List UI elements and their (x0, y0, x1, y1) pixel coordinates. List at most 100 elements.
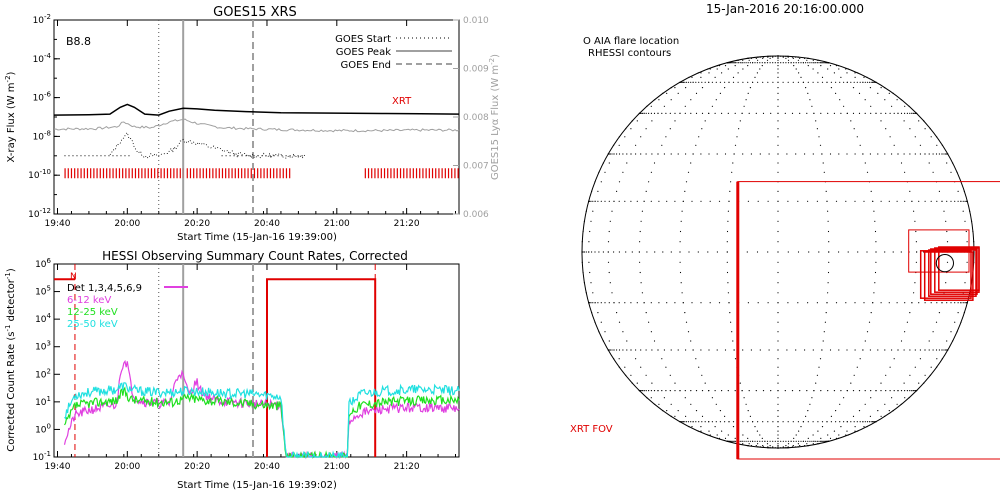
longitude-grid-dot (750, 57, 753, 60)
latitude-grid-dot (904, 302, 906, 304)
longitude-grid-dot (726, 62, 728, 64)
longitude-grid-dot (746, 57, 748, 60)
longitude-grid-dot (929, 374, 931, 376)
longitude-grid-dot (607, 349, 609, 351)
latitude-grid-dot (651, 153, 653, 155)
latitude-grid-dot (877, 153, 879, 155)
latitude-grid-dot (812, 421, 814, 423)
longitude-grid-dot (635, 358, 637, 360)
longitude-grid-dot (941, 358, 944, 360)
latitude-grid-dot (863, 200, 865, 202)
longitude-grid-dot (787, 447, 789, 449)
longitude-grid-dot (896, 99, 898, 101)
longitude-grid-dot (938, 312, 941, 314)
latitude-grid-dot (964, 302, 966, 304)
longitude-grid-dot (914, 136, 916, 138)
longitude-grid-dot (827, 271, 830, 274)
longitude-grid-dot (777, 430, 779, 432)
longitude-grid-dot (714, 76, 716, 78)
longitude-grid-dot (777, 190, 779, 192)
latitude-grid-dot (749, 62, 752, 64)
longitude-grid-dot (669, 374, 671, 376)
longitude-grid-dot (928, 340, 930, 342)
longitude-grid-dot (589, 271, 591, 274)
latitude-grid-dot (817, 421, 819, 423)
latitude-grid-dot (858, 390, 861, 392)
longitude-grid-dot (733, 349, 735, 351)
longitude-grid-dot (618, 181, 621, 183)
longitude-grid-dot (616, 312, 618, 314)
latitude-grid-dot (701, 421, 703, 423)
latitude-grid-dot (653, 390, 656, 392)
longitude-grid-dot (687, 331, 690, 333)
longitude-grid-dot (643, 112, 645, 114)
goes-ticks: 19:40 20:00 20:20 20:40 21:00 21:20 10-12 10-10… (28, 13, 489, 229)
longitude-grid-dot (752, 62, 754, 64)
longitude-grid-dot (919, 358, 922, 360)
legend-goes-start: GOES Start (335, 34, 391, 45)
longitude-grid-dot (731, 171, 733, 173)
latitude-grid-dot (919, 349, 922, 351)
latitude-grid-dot (866, 81, 869, 83)
latitude-grid-dot (746, 251, 748, 253)
longitude-grid-dot (777, 446, 779, 448)
longitude-grid-dot (679, 112, 681, 114)
solar-disk-map-panel: 15-Jan-2016 20:16:00.000 O AIA flare loc… (570, 2, 1000, 460)
longitude-grid-dot (870, 397, 872, 399)
latitude-grid-dot (909, 349, 911, 351)
longitude-grid-dot (900, 162, 903, 164)
latitude-grid-dot (873, 81, 875, 83)
latitude-grid-dot (685, 153, 687, 155)
longitude-grid-dot (826, 302, 828, 304)
latitude-grid-dot (807, 440, 809, 442)
longitude-grid-dot (724, 415, 726, 417)
latitude-grid-dot (818, 62, 820, 64)
latitude-grid-dot (597, 200, 599, 202)
longitude-grid-dot (795, 434, 797, 436)
legend-goes-peak: GOES Peak (336, 47, 391, 58)
latitude-grid-dot (880, 112, 882, 114)
longitude-grid-dot (582, 271, 584, 274)
latitude-grid-dot (816, 200, 819, 202)
longitude-grid-dot (825, 190, 827, 192)
longitude-grid-dot (928, 162, 930, 164)
latitude-grid-dot (785, 440, 787, 442)
longitude-grid-dot (739, 382, 741, 384)
latitude-grid-dot (935, 349, 938, 351)
latitude-grid-dot (903, 349, 905, 351)
longitude-grid-dot (972, 230, 974, 233)
longitude-grid-dot (969, 210, 971, 212)
longitude-grid-dot (875, 112, 877, 114)
longitude-grid-dot (777, 59, 779, 61)
latitude-grid-dot (904, 390, 906, 392)
latitude-grid-dot (840, 390, 842, 392)
latitude-grid-dot (782, 81, 784, 83)
hessi-plot-area (54, 264, 460, 460)
latitude-grid-dot (945, 153, 947, 155)
longitude-grid-dot (924, 349, 926, 351)
latitude-grid-dot (900, 251, 902, 253)
longitude-grid-dot (782, 447, 784, 449)
latitude-grid-dot (737, 81, 739, 83)
longitude-grid-dot (588, 200, 590, 202)
hessi-y-tick-label: 100 (35, 422, 51, 435)
latitude-grid-dot (687, 421, 690, 423)
latitude-grid-dot (906, 112, 909, 114)
latitude-grid-dot (648, 112, 650, 114)
latitude-grid-dot (641, 112, 644, 114)
latitude-grid-dot (762, 81, 764, 83)
longitude-grid-dot (665, 136, 667, 138)
latitude-grid-dot (954, 200, 956, 202)
longitude-grid-dot (793, 65, 795, 67)
longitude-grid-dot (728, 62, 730, 64)
latitude-grid-dot (674, 112, 676, 114)
longitude-grid-dot (804, 445, 806, 447)
latitude-grid-dot (695, 81, 697, 83)
longitude-grid-dot (874, 282, 876, 284)
longitude-grid-dot (654, 403, 656, 405)
latitude-grid-dot (891, 349, 893, 351)
latitude-grid-dot (750, 349, 753, 351)
latitude-grid-dot (662, 251, 664, 253)
longitude-grid-dot (581, 261, 583, 263)
longitude-grid-dot (613, 144, 615, 146)
